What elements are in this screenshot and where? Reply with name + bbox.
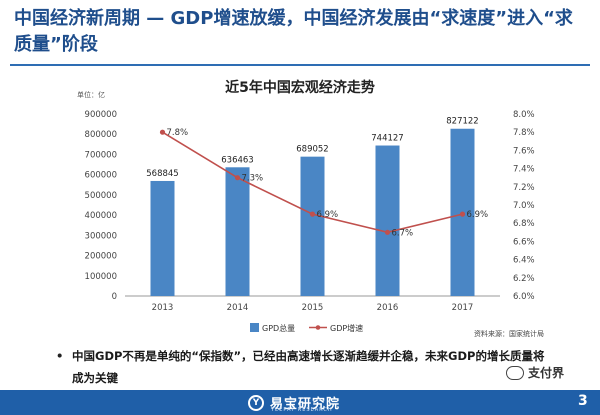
right-tick-label: 6.8% [513, 219, 535, 229]
legend: GPD总量 GDP增速 [250, 323, 363, 333]
summary-bullet: 中国GDP不再是单纯的“保指数”，已经由高速增长逐渐趋缓并企稳，未来GDP的增长… [72, 349, 545, 385]
left-tick-label: 900000 [85, 110, 117, 120]
x-tick-label: 2017 [452, 303, 474, 313]
left-tick-label: 600000 [85, 171, 117, 181]
x-tick-label: 2015 [302, 303, 324, 313]
bullet-marker: • [56, 349, 64, 363]
unit-label: 单位：亿 [77, 90, 105, 99]
bar-value-label: 827122 [446, 117, 478, 127]
watermark-text: 支付界 [528, 366, 565, 380]
growth-value-label: 7.3% [242, 174, 264, 184]
legend-bar-swatch [250, 323, 259, 332]
x-tick-label: 2013 [152, 303, 174, 313]
gdp-growth-labels: 7.8% 7.3% 6.9% 6.7% 6.9% [167, 128, 489, 238]
logo-icon: Y [248, 394, 264, 411]
wechat-watermark: 支付界 [506, 364, 564, 381]
gdp-growth-points [159, 129, 466, 235]
gdp-chart: 近5年中国宏观经济走势 单位：亿 0 100000 200000 300000 4000… [77, 79, 544, 338]
growth-value-label: 6.7% [392, 228, 414, 238]
bar-value-label: 636463 [221, 155, 253, 165]
legend-line-label: GDP增速 [330, 323, 363, 333]
left-tick-label: 400000 [85, 211, 117, 221]
legend-bar-label: GPD总量 [262, 323, 295, 333]
bar [150, 180, 175, 296]
bars-group [150, 128, 475, 296]
growth-point [384, 229, 391, 235]
growth-value-label: 7.8% [167, 128, 189, 138]
left-tick-label: 300000 [85, 231, 117, 241]
growth-point [309, 211, 316, 217]
right-tick-label: 7.6% [513, 146, 535, 156]
footer-logo: Y 易宝研究院 [248, 390, 340, 415]
footer-bar [0, 390, 600, 415]
right-tick-label: 7.0% [513, 201, 535, 211]
right-tick-label: 6.2% [513, 274, 535, 284]
left-tick-label: 100000 [85, 272, 117, 282]
x-tick-label: 2016 [377, 303, 399, 313]
left-axis-ticks: 0 100000 200000 300000 400000 500000 600000 700… [85, 110, 117, 302]
chart-source: 资料来源：国家统计局 [474, 329, 544, 338]
right-tick-label: 8.0% [513, 110, 535, 120]
chart-title: 近5年中国宏观经济走势 [225, 79, 375, 96]
growth-point [234, 175, 241, 181]
left-tick-label: 700000 [85, 150, 117, 160]
right-tick-label: 7.2% [513, 183, 535, 193]
growth-value-label: 6.9% [317, 210, 339, 220]
left-tick-label: 0 [112, 292, 117, 302]
x-axis-labels: 2013 2014 2015 2016 2017 [152, 303, 474, 313]
logo-subtext: YEEPAY RESEARCH [271, 407, 333, 413]
title-divider [10, 64, 590, 66]
growth-value-label: 6.9% [467, 210, 489, 220]
x-tick-label: 2014 [227, 303, 249, 313]
growth-point [159, 129, 166, 135]
page-number: 3 [578, 393, 588, 409]
wechat-icon [506, 365, 524, 380]
bar-value-label: 689052 [296, 145, 328, 155]
slide-title: 中国经济新周期 — GDP增速放缓，中国经济发展由“求速度”进入“求质量”阶段 [14, 8, 573, 55]
bar [300, 156, 325, 296]
right-tick-label: 6.0% [513, 292, 535, 302]
right-tick-label: 7.4% [513, 165, 535, 175]
left-tick-label: 200000 [85, 252, 117, 262]
right-axis-ticks: 6.0% 6.2% 6.4% 6.6% 6.8% 7.0% 7.2% 7.4% 7.6% 7.8%… [513, 110, 535, 302]
legend-line-marker [315, 325, 321, 330]
bar-labels-group: 568845 636463 689052 744127 827122 [146, 117, 478, 179]
bar-value-label: 744127 [371, 134, 403, 144]
right-tick-label: 7.8% [513, 128, 535, 138]
growth-point [459, 211, 466, 217]
left-tick-label: 800000 [85, 130, 117, 140]
bar [375, 145, 400, 296]
logo-text: 易宝研究院 [270, 397, 341, 412]
right-tick-label: 6.4% [513, 256, 535, 266]
bar-value-label: 568845 [146, 169, 178, 179]
left-tick-label: 500000 [85, 191, 117, 201]
right-tick-label: 6.6% [513, 237, 535, 247]
bar [225, 167, 250, 296]
